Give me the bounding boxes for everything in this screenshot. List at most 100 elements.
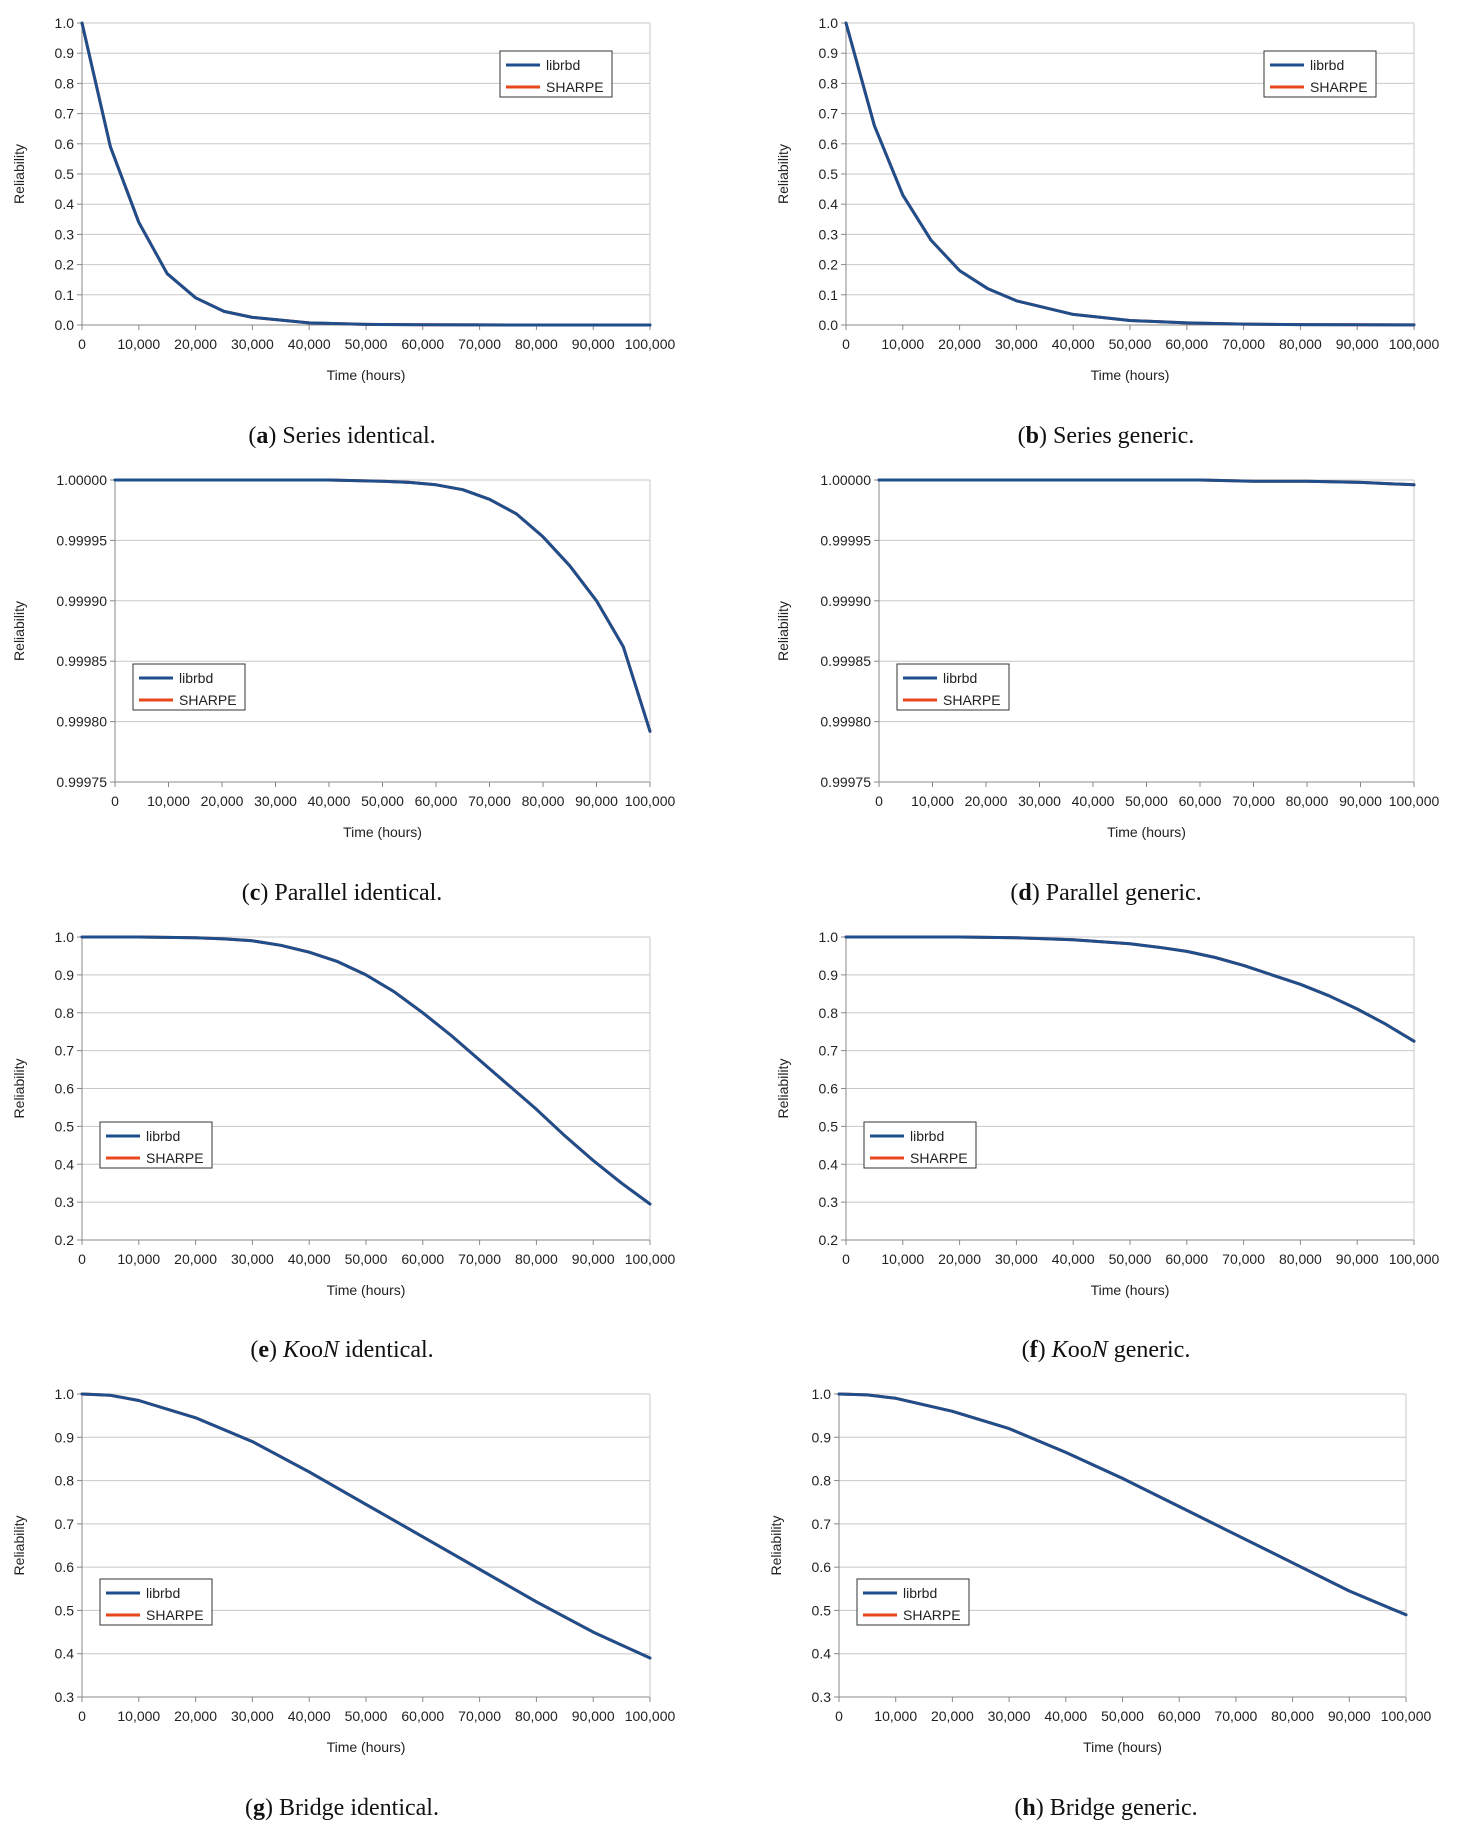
x-axis-label: Time (hours): [1091, 367, 1170, 383]
x-tick-label: 70,000: [458, 1251, 501, 1267]
x-tick-label: 40,000: [1052, 1251, 1095, 1267]
x-tick-label: 40,000: [1044, 1708, 1087, 1724]
x-tick-label: 50,000: [1109, 1251, 1152, 1267]
series-line-librbd: [844, 21, 1416, 327]
y-tick-label: 1.00000: [820, 472, 871, 488]
y-tick-label: 0.8: [55, 1473, 75, 1489]
x-tick-label: 90,000: [575, 793, 618, 809]
y-tick-label: 0.9: [812, 1429, 832, 1445]
legend-label-sharpe: SHARPE: [146, 1607, 204, 1623]
y-tick-label: 0.99975: [820, 774, 871, 790]
x-tick-label: 70,000: [458, 336, 501, 352]
legend: librbd SHARPE: [99, 1121, 213, 1169]
y-tick-label: 1.0: [55, 929, 75, 945]
x-tick-label: 70,000: [458, 1708, 501, 1724]
x-tick-label: 30,000: [231, 1251, 274, 1267]
y-axis-label: Reliability: [768, 1516, 784, 1576]
y-axis-label: Reliability: [775, 1059, 791, 1119]
y-tick-label: 1.00000: [56, 472, 107, 488]
x-tick-label: 30,000: [231, 1708, 274, 1724]
series-line-librbd: [80, 935, 652, 1206]
x-tick-label: 80,000: [515, 336, 558, 352]
x-tick-label: 60,000: [1165, 1251, 1208, 1267]
y-tick-label: 0.4: [55, 196, 75, 212]
x-tick-label: 10,000: [117, 336, 160, 352]
x-tick-label: 0: [78, 1251, 86, 1267]
y-tick-label: 0.9: [819, 967, 839, 983]
x-tick-label: 70,000: [1232, 793, 1275, 809]
legend-label-librbd: librbd: [903, 1585, 937, 1601]
legend-label-librbd: librbd: [546, 57, 580, 73]
y-axis-label: Reliability: [775, 601, 791, 661]
x-tick-label: 70,000: [1214, 1708, 1257, 1724]
x-tick-label: 60,000: [401, 1251, 444, 1267]
x-tick-label: 80,000: [522, 793, 565, 809]
x-tick-label: 80,000: [1279, 1251, 1322, 1267]
y-tick-label: 0.99985: [56, 653, 107, 669]
legend-box: [499, 50, 613, 98]
y-tick-label: 0.6: [55, 136, 75, 152]
x-tick-label: 0: [111, 793, 119, 809]
y-tick-label: 0.99990: [820, 593, 871, 609]
chart-e: 0.2 0.3 0.4 0.5 0.6 0.7 0.8 0.9 1.0 0 10,000 20,000…: [11, 929, 676, 1363]
legend-label-librbd: librbd: [910, 1128, 944, 1144]
y-tick-label: 0.9: [819, 45, 839, 61]
x-tick-label: 20,000: [174, 1251, 217, 1267]
x-tick-label: 90,000: [1339, 793, 1382, 809]
y-tick-label: 0.2: [55, 1232, 75, 1248]
legend-label-librbd: librbd: [146, 1585, 180, 1601]
x-tick-label: 0: [842, 336, 850, 352]
y-tick-label: 0.5: [55, 1118, 75, 1134]
legend: librbd SHARPE: [1263, 50, 1377, 98]
legend-label-librbd: librbd: [179, 670, 213, 686]
series-line-librbd: [837, 1392, 1408, 1617]
x-tick-label: 10,000: [881, 1251, 924, 1267]
x-tick-label: 100,000: [625, 793, 676, 809]
legend-label-sharpe: SHARPE: [546, 79, 604, 95]
y-tick-label: 1.0: [819, 929, 839, 945]
x-tick-label: 20,000: [174, 336, 217, 352]
chart-f: 0.2 0.3 0.4 0.5 0.6 0.7 0.8 0.9 1.0 0 10,000 20,000…: [775, 929, 1440, 1363]
y-tick-label: 0.2: [819, 1232, 839, 1248]
legend-box: [856, 1578, 970, 1626]
x-tick-label: 50,000: [345, 1708, 388, 1724]
x-tick-label: 70,000: [1222, 1251, 1265, 1267]
x-tick-label: 30,000: [988, 1708, 1031, 1724]
y-tick-label: 1.0: [812, 1386, 832, 1402]
legend-label-sharpe: SHARPE: [1310, 79, 1368, 95]
y-tick-label: 0.7: [812, 1516, 832, 1532]
caption-h: (h) Bridge generic.: [1014, 1795, 1197, 1821]
y-tick-label: 0.6: [812, 1559, 832, 1575]
y-tick-label: 0.99990: [56, 593, 107, 609]
x-tick-label: 10,000: [874, 1708, 917, 1724]
caption-g: (g) Bridge identical.: [245, 1795, 439, 1821]
legend-label-sharpe: SHARPE: [943, 692, 1001, 708]
y-tick-label: 0.7: [55, 1043, 75, 1059]
y-tick-label: 0.8: [55, 75, 75, 91]
x-tick-label: 80,000: [1286, 793, 1329, 809]
x-tick-label: 50,000: [1101, 1708, 1144, 1724]
chart-a: 0.0 0.1 0.2 0.3 0.4 0.5 0.6 0.7 0.8 0.9 1.0 0 10,000…: [11, 15, 676, 449]
y-tick-label: 0.6: [55, 1081, 75, 1097]
x-tick-label: 70,000: [1222, 336, 1265, 352]
y-tick-label: 0.4: [812, 1646, 832, 1662]
x-tick-label: 30,000: [231, 336, 274, 352]
x-tick-label: 50,000: [345, 336, 388, 352]
y-tick-label: 0.0: [819, 317, 839, 333]
x-tick-label: 70,000: [468, 793, 511, 809]
caption-f: (f) KooN generic.: [1022, 1337, 1191, 1363]
caption-d: (d) Parallel generic.: [1010, 880, 1201, 906]
y-tick-label: 0.3: [812, 1689, 832, 1705]
legend-box: [99, 1578, 213, 1626]
x-tick-label: 60,000: [415, 793, 458, 809]
x-tick-label: 90,000: [1328, 1708, 1371, 1724]
y-tick-label: 0.5: [819, 1118, 839, 1134]
x-tick-label: 30,000: [995, 1251, 1038, 1267]
y-tick-label: 1.0: [55, 15, 75, 31]
legend-label-sharpe: SHARPE: [179, 692, 237, 708]
x-tick-label: 30,000: [1018, 793, 1061, 809]
x-tick-label: 90,000: [1336, 1251, 1379, 1267]
y-axis-label: Reliability: [11, 1516, 27, 1576]
x-tick-label: 10,000: [117, 1708, 160, 1724]
y-tick-label: 0.3: [55, 226, 75, 242]
